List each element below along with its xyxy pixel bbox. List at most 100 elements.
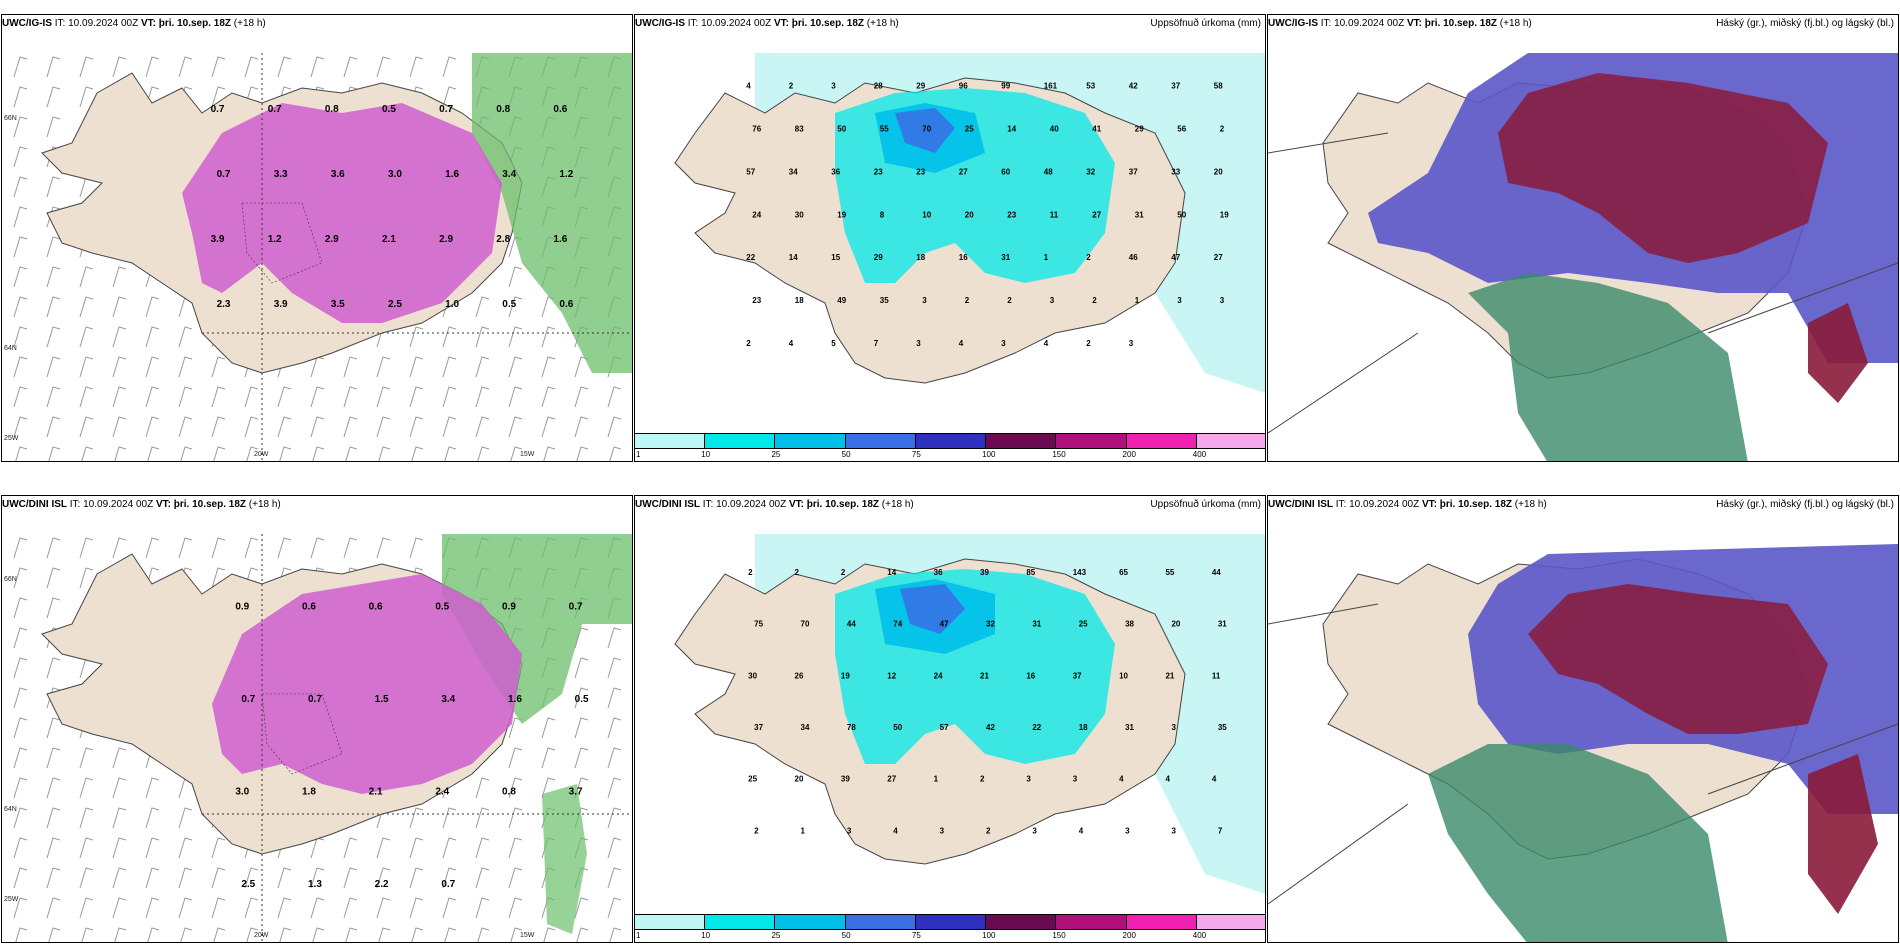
wind-barb	[145, 777, 160, 799]
value-label: 30	[795, 210, 804, 219]
wind-barb	[180, 446, 193, 461]
colorbar-swatch	[986, 434, 1057, 448]
wind-barb	[79, 747, 94, 769]
wind-barb	[79, 897, 94, 919]
wind-barb	[442, 416, 457, 438]
wind-barb	[13, 537, 28, 559]
value-label: 25	[748, 775, 757, 784]
colorbar-swatch	[1196, 915, 1265, 929]
value-label: 29	[1135, 125, 1144, 134]
value-label: 2.1	[369, 787, 383, 798]
wind-barb	[13, 747, 28, 769]
value-label: 0.8	[502, 787, 516, 798]
boundary-line	[1268, 332, 1419, 434]
colorbar-tick-label: 1	[636, 450, 641, 459]
value-label: 85	[1026, 568, 1035, 577]
value-label: 161	[1044, 82, 1058, 91]
wind-barb	[345, 446, 358, 461]
value-label: 7	[1218, 826, 1223, 835]
wind-barb	[79, 296, 94, 318]
value-label: 0.7	[441, 879, 455, 890]
value-label: 34	[801, 723, 810, 732]
wind-precip-map: 0.9 0.6 0.6 0.5 0.9 0.7 0.7 0.7 1.5 3.4 1.6 0.5 3.0 1…	[2, 514, 632, 942]
wind-barb	[442, 56, 457, 78]
wind-barb	[79, 56, 94, 78]
wind-barb	[574, 657, 589, 679]
wind-barb	[13, 807, 28, 829]
panel-header: UWC/DINI ISL IT: 10.09.2024 00Z VT: þri.…	[2, 498, 628, 512]
wind-barb	[112, 56, 127, 78]
wind-barb	[79, 837, 94, 859]
value-label: 14	[789, 253, 798, 262]
value-label: 3	[1171, 826, 1176, 835]
precip-magenta-area	[212, 574, 522, 794]
precip-green-strip	[542, 784, 587, 934]
wind-barb	[112, 807, 127, 829]
value-label: 42	[1129, 82, 1138, 91]
wind-barb	[442, 867, 457, 889]
value-label: 3	[1050, 296, 1055, 305]
value-label: 1.6	[445, 169, 459, 180]
value-label: 4	[1212, 775, 1217, 784]
wind-barb	[178, 837, 193, 859]
wind-barb	[145, 837, 160, 859]
colorbar-ticks: 1 10 25 50 75 100 150 200 400	[635, 931, 1265, 941]
wind-barb	[508, 266, 523, 288]
wind-barb	[79, 386, 94, 408]
wind-barb	[46, 386, 61, 408]
lead-time: (+18 h)	[1499, 18, 1532, 29]
colorbar-swatch	[986, 915, 1057, 929]
value-label: 2.3	[217, 299, 231, 310]
wind-barb	[211, 837, 226, 859]
wind-barb	[211, 356, 226, 378]
colorbar-swatch	[635, 434, 706, 448]
value-label: 47	[940, 620, 949, 629]
value-label: 50	[1177, 210, 1186, 219]
value-label: 20	[965, 210, 974, 219]
colorbar-swatch	[845, 915, 916, 929]
colorbar-swatch	[775, 915, 846, 929]
wind-barb	[343, 867, 358, 889]
lead-time: (+18 h)	[866, 18, 899, 29]
vt-value: þri. 10.sep. 18Z	[791, 18, 865, 29]
value-label: 39	[841, 775, 850, 784]
wind-barb	[145, 356, 160, 378]
wind-barb	[607, 837, 622, 859]
wind-barb	[145, 867, 160, 889]
wind-barb	[46, 807, 61, 829]
value-label: 25	[965, 125, 974, 134]
wind-barb	[277, 537, 292, 559]
colorbar-tick-label: 200	[1122, 450, 1136, 459]
boundary-line	[1707, 262, 1898, 334]
vt-value: þri. 10.sep. 18Z	[158, 18, 232, 29]
value-label: 10	[1119, 671, 1128, 680]
value-label: 42	[986, 723, 995, 732]
value-label: 3.3	[274, 169, 288, 180]
value-label: 2.4	[435, 787, 449, 798]
value-label: 70	[801, 620, 810, 629]
wind-barb	[310, 537, 325, 559]
panel-header: UWC/IG-IS IT: 10.09.2024 00Z VT: þri. 10…	[2, 17, 628, 31]
colorbar-tick-label: 25	[771, 450, 781, 459]
value-label: 40	[1050, 125, 1059, 134]
it-label: IT:	[54, 18, 66, 29]
panel-accum-precip-dini: UWC/DINI ISL IT: 10.09.2024 00Z VT: þri.…	[634, 495, 1266, 943]
vt-value: þri. 10.sep. 18Z	[1424, 18, 1498, 29]
wind-barb	[541, 717, 556, 739]
wind-barb	[13, 627, 28, 649]
value-label: 2	[748, 568, 753, 577]
value-label: 35	[1218, 723, 1227, 732]
value-label: 22	[746, 253, 755, 262]
lead-time: (+18 h)	[248, 499, 281, 510]
model-name: UWC/IG-IS	[2, 18, 52, 29]
wind-barb	[112, 867, 127, 889]
value-label: 0.7	[268, 104, 282, 115]
value-label: 23	[752, 296, 761, 305]
panel-wind-precip-dini: UWC/DINI ISL IT: 10.09.2024 00Z VT: þri.…	[1, 495, 633, 943]
wind-barb	[112, 356, 127, 378]
wind-barb	[145, 807, 160, 829]
wind-barb	[442, 807, 457, 829]
wind-barb	[145, 386, 160, 408]
value-label: 96	[959, 82, 968, 91]
wind-barb	[508, 326, 523, 348]
